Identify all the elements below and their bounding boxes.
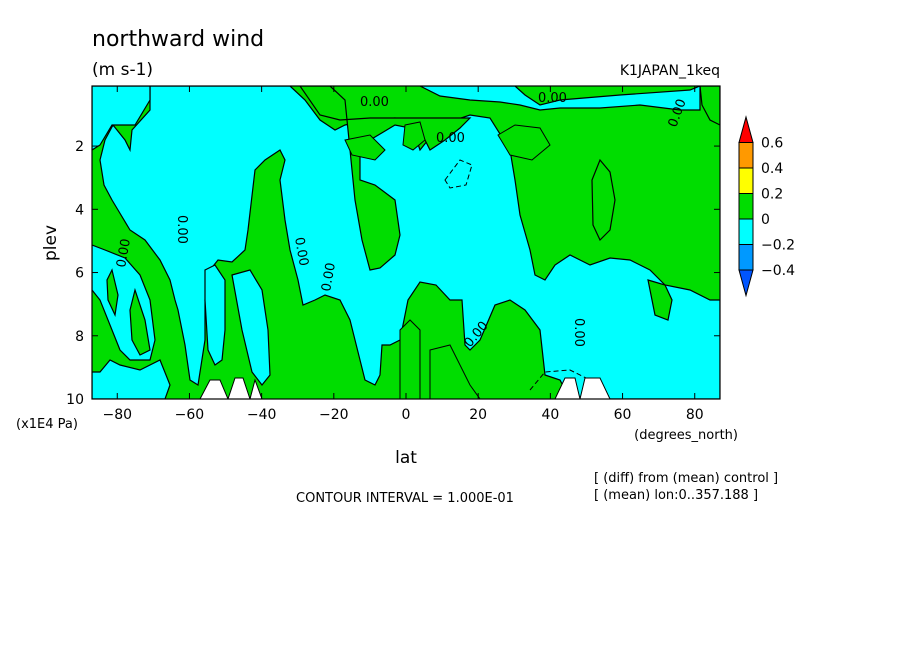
x-tick-label: −80 bbox=[102, 407, 132, 423]
positive-island-4 bbox=[647, 279, 673, 321]
colorbar-top-arrow bbox=[738, 115, 754, 143]
positive-island-10 bbox=[399, 319, 421, 399]
x-axis-units: (degrees_north) bbox=[634, 428, 738, 443]
positive-island-6 bbox=[344, 134, 386, 161]
colorbar-label: 0.6 bbox=[761, 136, 783, 152]
negative-island-2 bbox=[231, 269, 271, 386]
x-axis-label: lat bbox=[395, 448, 417, 468]
negative-region bbox=[99, 86, 720, 399]
chart-title: northward wind bbox=[92, 27, 264, 52]
y-tick-label: 4 bbox=[75, 202, 84, 218]
positive-island-3 bbox=[591, 158, 616, 242]
contour-label-3: 0.00 bbox=[436, 131, 465, 146]
colorbar-label: −0.2 bbox=[761, 238, 795, 254]
colorbar-bottom-arrow bbox=[738, 269, 754, 298]
positive-island-1 bbox=[129, 287, 151, 356]
dashed-contour-1 bbox=[444, 159, 473, 189]
colorbar: 0.6 0.4 0.2 0 −0.2 −0.4 bbox=[738, 115, 795, 298]
contour-label-6: 0.00 bbox=[174, 215, 189, 244]
colorbar-swatch bbox=[738, 218, 754, 245]
contour-label-1: 0.00 bbox=[360, 95, 389, 110]
positive-island-8 bbox=[497, 124, 551, 161]
y-axis: 2 4 6 8 10 bbox=[66, 139, 720, 408]
x-tick-label: −20 bbox=[319, 407, 349, 423]
x-tick-label: 80 bbox=[686, 407, 704, 423]
x-tick-label: 20 bbox=[469, 407, 487, 423]
colorbar-swatch bbox=[738, 167, 754, 194]
y-tick-label: 8 bbox=[75, 329, 84, 345]
colorbar-swatch bbox=[738, 244, 754, 271]
colorbar-swatch bbox=[738, 142, 754, 169]
y-axis-units: (x1E4 Pa) bbox=[16, 417, 78, 432]
run-label: K1JAPAN_1keq bbox=[620, 63, 720, 79]
y-tick-label: 10 bbox=[66, 392, 84, 408]
colorbar-label: −0.4 bbox=[761, 263, 795, 279]
contour-interval: CONTOUR INTERVAL = 1.000E-01 bbox=[296, 491, 514, 506]
x-tick-label: 0 bbox=[402, 407, 411, 423]
y-axis-label: plev bbox=[41, 225, 61, 261]
contour-label-2: 0.00 bbox=[538, 91, 567, 106]
x-tick-label: −60 bbox=[175, 407, 205, 423]
dashed-contour-2 bbox=[529, 369, 611, 399]
positive-island-2 bbox=[106, 268, 119, 318]
note-1: [ (diff) from (mean) control ] bbox=[594, 471, 778, 486]
positive-island-5 bbox=[699, 86, 720, 126]
colorbar-label: 0.2 bbox=[761, 187, 783, 203]
positive-island-7 bbox=[402, 121, 426, 151]
negative-left-strip bbox=[92, 86, 151, 151]
contour-label-8: 0.00 bbox=[319, 262, 339, 293]
contour-label-7: 0.00 bbox=[291, 236, 311, 267]
missing-data-region bbox=[199, 377, 611, 399]
x-tick-label: −40 bbox=[247, 407, 277, 423]
contour-label-10: 0.00 bbox=[571, 318, 586, 347]
contour-label-5: 0.00 bbox=[114, 238, 134, 269]
chart-units: (m s-1) bbox=[92, 60, 153, 80]
y-tick-label: 6 bbox=[75, 266, 84, 282]
x-axis: −80 −60 −40 −20 0 20 40 60 80 bbox=[102, 86, 704, 423]
contour-plot: 0.00 0.00 0.00 0.00 0.00 0.00 0.00 0.00 … bbox=[92, 86, 720, 399]
x-tick-label: 40 bbox=[541, 407, 559, 423]
colorbar-label: 0 bbox=[761, 212, 770, 228]
negative-island-1 bbox=[204, 264, 226, 366]
y-tick-label: 2 bbox=[75, 139, 84, 155]
negative-top-center bbox=[419, 86, 701, 111]
negative-bottom-left-2 bbox=[92, 359, 171, 399]
note-2: [ (mean) lon:0..357.188 ] bbox=[594, 488, 758, 503]
x-tick-label: 60 bbox=[614, 407, 632, 423]
colorbar-label: 0.4 bbox=[761, 161, 783, 177]
colorbar-swatch bbox=[738, 193, 754, 220]
positive-island-9 bbox=[429, 344, 481, 399]
